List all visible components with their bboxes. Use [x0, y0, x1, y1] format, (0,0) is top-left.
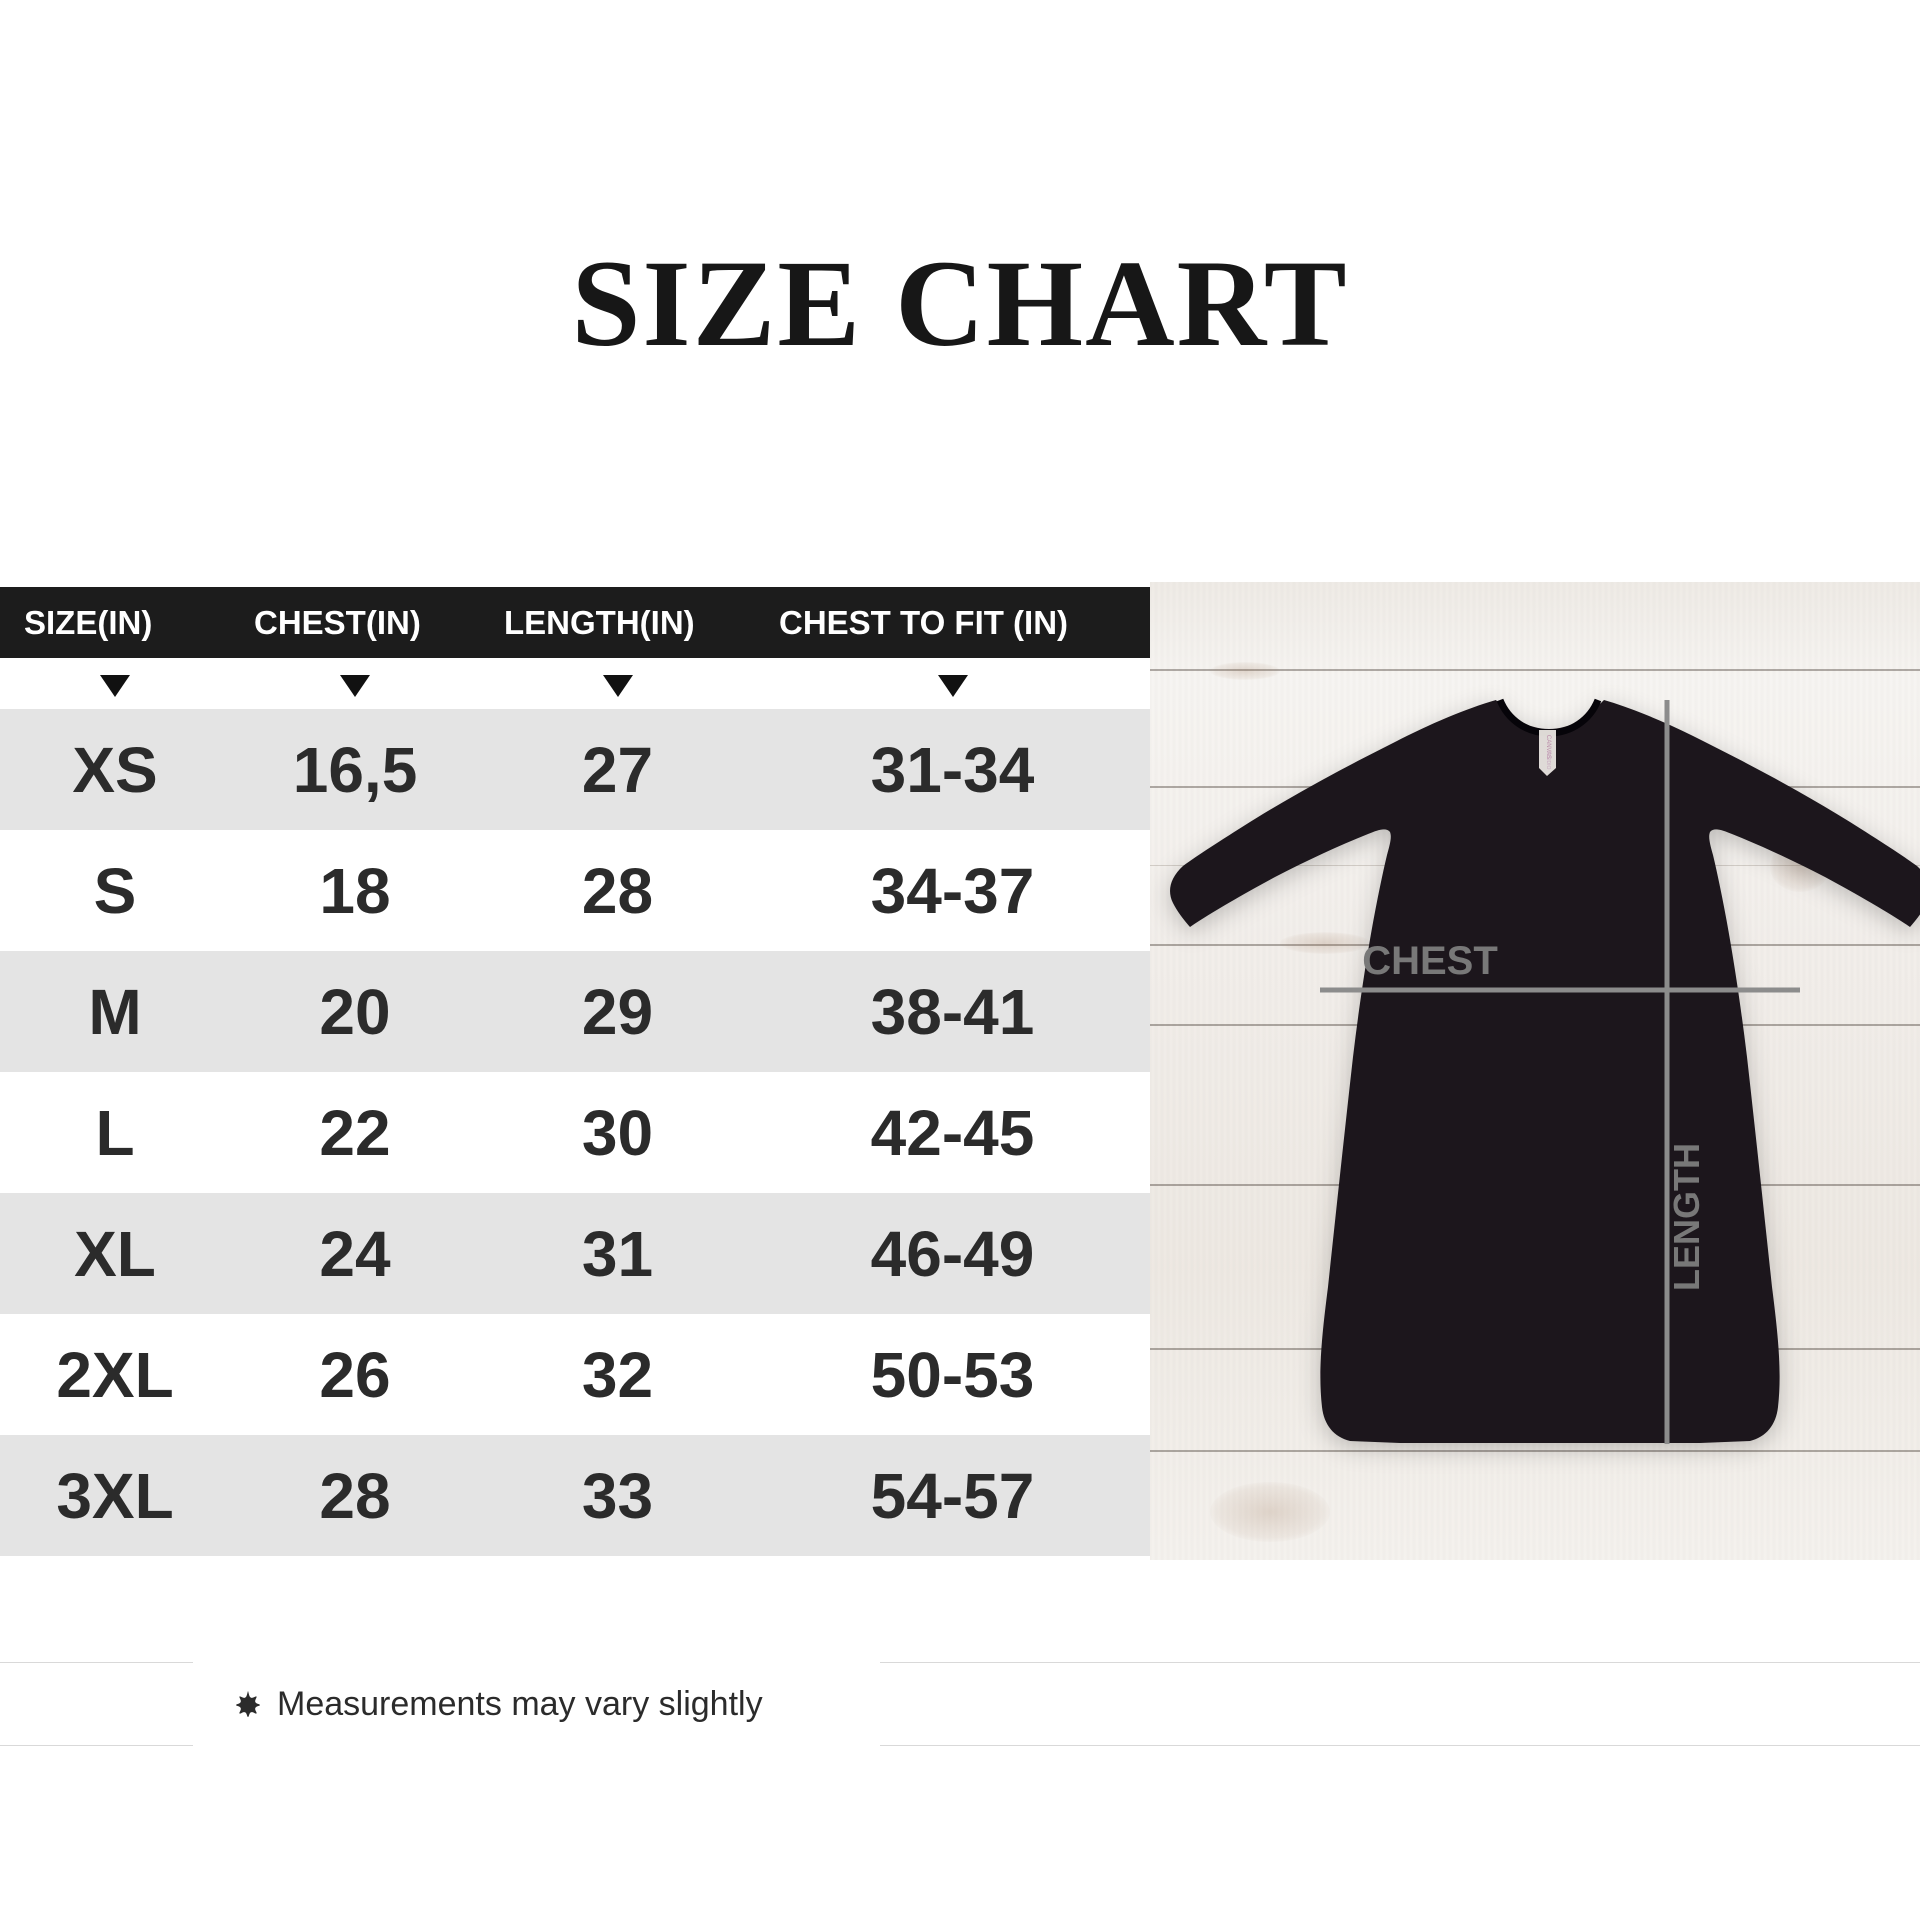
svg-text:LENGTH: LENGTH: [1666, 1143, 1707, 1291]
svg-text:CHEST: CHEST: [1362, 939, 1498, 983]
svg-text:STUDIO: STUDIO: [1545, 751, 1551, 770]
